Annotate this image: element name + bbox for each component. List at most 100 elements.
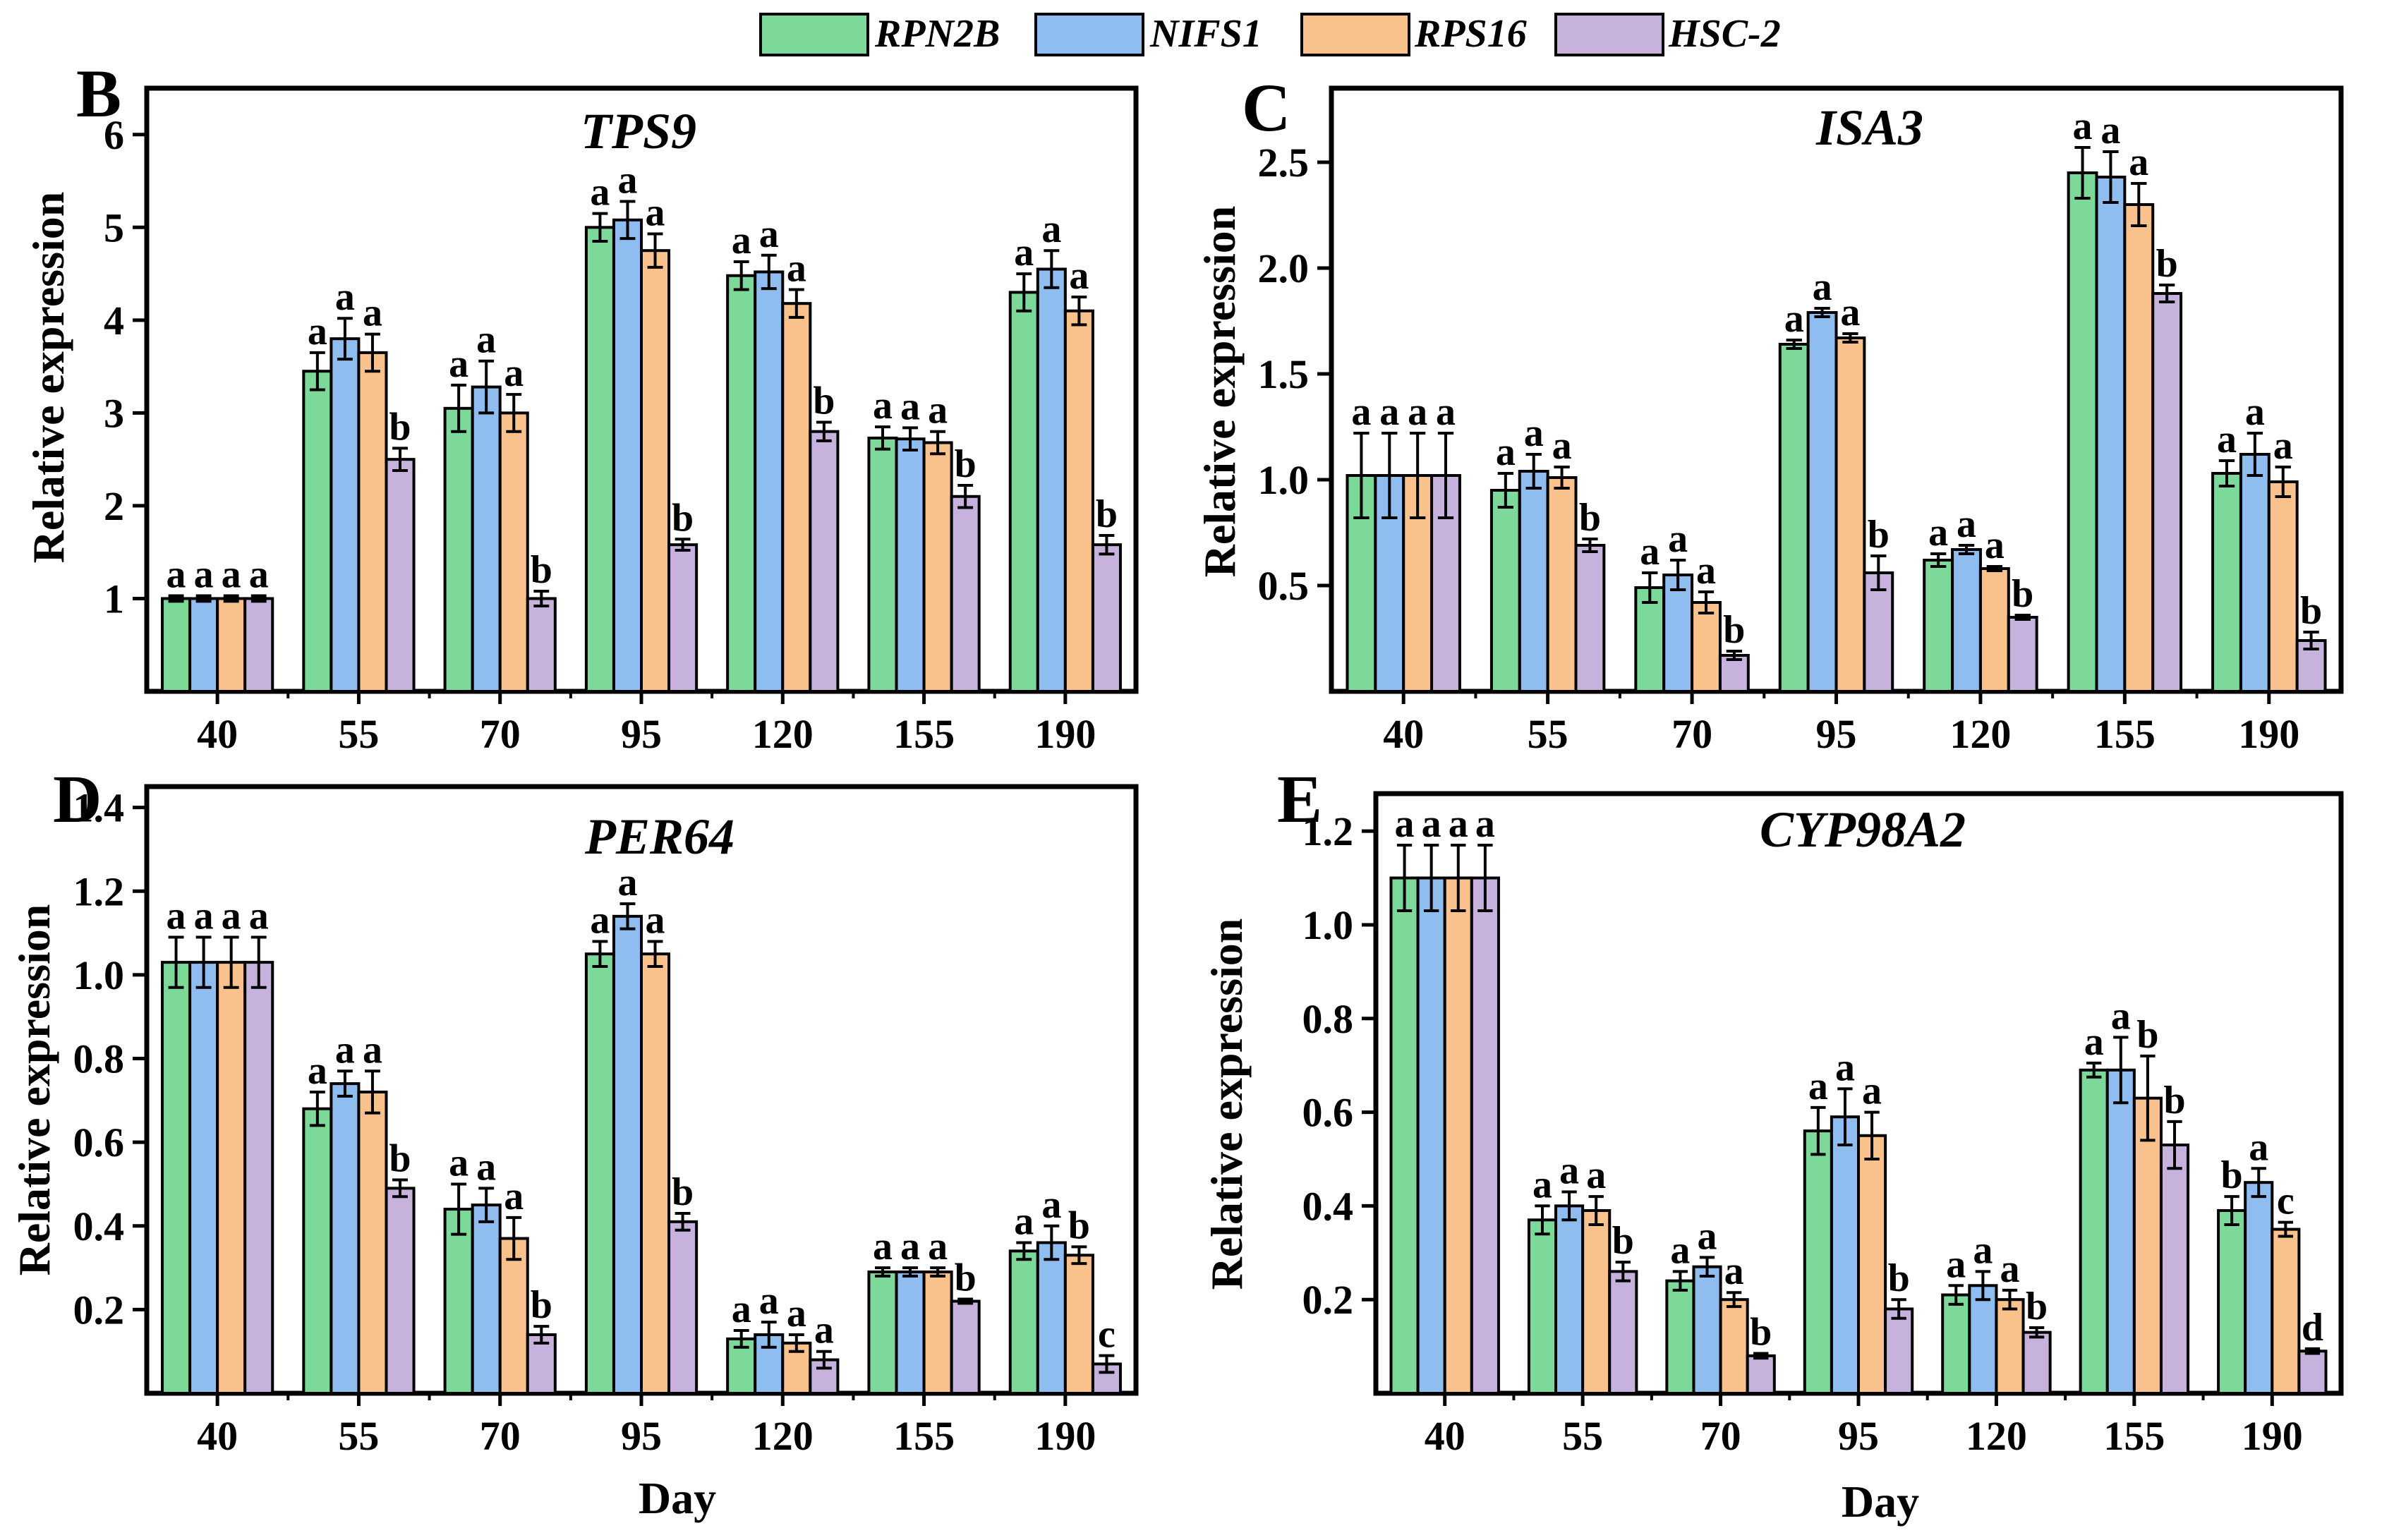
bar — [1063, 309, 1094, 693]
x-tick-label: 95 — [1838, 1413, 1879, 1459]
bar — [1941, 1293, 1971, 1395]
bar — [2271, 1227, 2301, 1395]
significance-letter: a — [1840, 291, 1860, 334]
y-tick-label: 6 — [104, 112, 124, 158]
legend-label-rpn2b: RPN2B — [874, 12, 1000, 56]
legend-swatch-rpn2b — [759, 13, 869, 56]
bar — [2123, 203, 2155, 693]
significance-letter: a — [900, 384, 920, 428]
significance-letter: a — [2249, 1125, 2268, 1169]
x-tick-label: 120 — [1966, 1413, 2027, 1459]
significance-letter: b — [2026, 1285, 2048, 1328]
significance-letter: a — [1784, 297, 1804, 341]
legend-item-hsc2: HSC-2 — [1554, 12, 1781, 56]
bar — [1662, 574, 1694, 693]
bar — [357, 351, 388, 693]
significance-letter: b — [1612, 1219, 1634, 1263]
bar — [188, 961, 219, 1395]
bar — [1665, 1279, 1695, 1395]
legend-item-rpn2b: RPN2B — [759, 12, 1000, 56]
bar — [2007, 616, 2038, 693]
significance-letter: a — [1014, 1199, 1034, 1243]
bar — [1718, 654, 1750, 693]
bar — [302, 370, 333, 693]
legend-swatch-hsc2 — [1554, 13, 1664, 56]
y-tick-label: 0.6 — [1302, 1090, 1354, 1136]
bar — [2095, 176, 2127, 693]
significance-letter: a — [504, 1175, 524, 1218]
significance-letter: a — [2273, 424, 2293, 468]
significance-letter: a — [1640, 530, 1659, 574]
significance-letter: a — [1559, 1148, 1579, 1192]
bar — [895, 1271, 926, 1395]
plot-isa3: 0.51.01.52.02.540 55 70 95 120 155 190aaaaaaaa… — [1258, 85, 2344, 757]
significance-letter: b — [955, 442, 977, 486]
bar — [216, 961, 247, 1395]
x-tick-label: 155 — [2103, 1413, 2165, 1459]
y-tick-label: 0.4 — [73, 1203, 125, 1249]
significance-letter: a — [1813, 265, 1832, 309]
y-tick-label: 3 — [104, 390, 124, 436]
bar — [1830, 1115, 1860, 1395]
bar — [781, 302, 812, 693]
bar — [330, 337, 361, 693]
bar — [612, 914, 643, 1395]
significance-letter: a — [504, 351, 524, 395]
significance-letter: a — [1946, 1242, 1966, 1286]
x-tick-label: 95 — [1816, 711, 1857, 757]
x-tick-label: 70 — [1700, 1413, 1741, 1459]
significance-letter: a — [1586, 1153, 1606, 1197]
significance-letter: a — [1668, 517, 1688, 561]
bar — [895, 437, 926, 693]
bar — [1470, 876, 1500, 1395]
bar — [2132, 1096, 2163, 1395]
significance-letter: a — [873, 1225, 893, 1268]
bar — [357, 1090, 388, 1395]
bar — [1091, 543, 1122, 693]
bar — [1036, 1241, 1067, 1395]
significance-letter: b — [813, 380, 835, 423]
bar — [526, 597, 557, 693]
legend-label-rps16: RPS16 — [1414, 12, 1527, 56]
bar — [2211, 472, 2242, 693]
bar — [2244, 1181, 2274, 1395]
x-tick-label: 120 — [752, 1413, 814, 1459]
x-tick-label: 155 — [2094, 711, 2156, 757]
bar — [243, 961, 274, 1395]
y-tick-label: 1.4 — [73, 785, 125, 831]
significance-letter: c — [2277, 1180, 2295, 1223]
bar — [2067, 171, 2098, 693]
bar — [1691, 601, 1722, 693]
significance-letter: a — [590, 171, 610, 214]
significance-letter: a — [732, 1287, 751, 1331]
significance-letter: a — [1724, 1249, 1744, 1293]
significance-letter: a — [873, 384, 893, 428]
chart-title-cyp98a2: CYP98A2 — [1760, 801, 1966, 858]
significance-letter: a — [476, 318, 496, 362]
bar — [1719, 1298, 1749, 1395]
y-axis-label-e: Relative expression — [1202, 918, 1252, 1290]
significance-letter: b — [672, 1170, 694, 1214]
x-tick-label: 55 — [338, 711, 379, 757]
panel-letter-d: D — [53, 761, 102, 837]
significance-letter: a — [759, 212, 779, 256]
significance-letter: a — [167, 553, 186, 597]
significance-letter: a — [814, 1309, 834, 1352]
significance-letter: b — [1579, 496, 1601, 540]
bar — [1803, 1129, 1833, 1395]
significance-letter: b — [531, 1283, 552, 1327]
bar — [243, 597, 274, 693]
x-tick-label: 190 — [1034, 1413, 1096, 1459]
panel-d: D PER64 Relative expression Day 0.2 0.4 0.… — [9, 761, 1139, 1523]
legend-item-nifs1: NIFS1 — [1034, 12, 1262, 56]
bar — [1581, 1209, 1612, 1395]
bar — [330, 1082, 361, 1395]
bar — [612, 218, 643, 693]
significance-letter: a — [1395, 802, 1415, 846]
bar — [2297, 1350, 2328, 1395]
significance-letter: a — [646, 191, 665, 235]
y-tick-label: 1 — [104, 576, 124, 622]
significance-letter: b — [955, 1256, 977, 1300]
y-tick-label: 2.5 — [1258, 140, 1310, 186]
